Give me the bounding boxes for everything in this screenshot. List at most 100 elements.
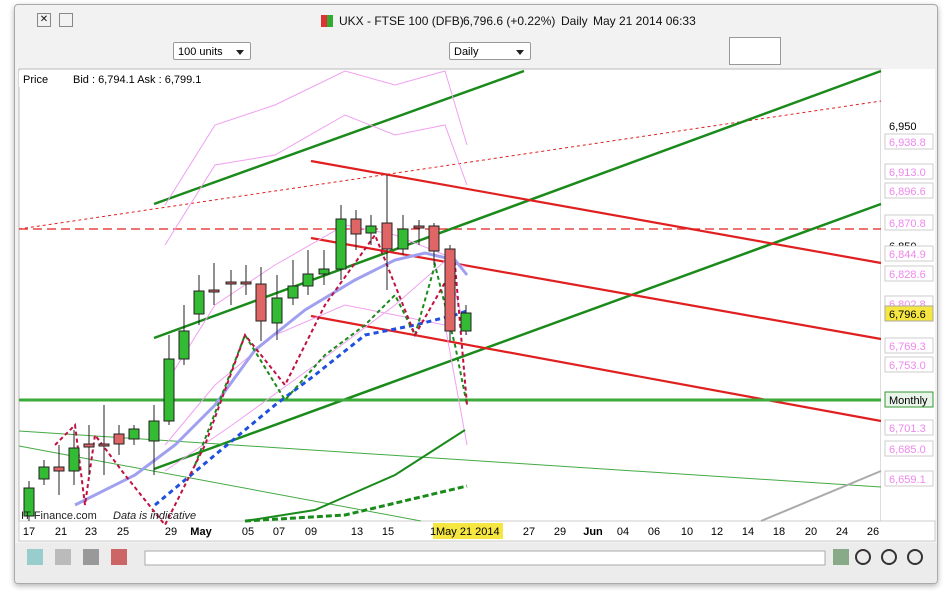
price-tag-label: 6,685.0	[889, 444, 926, 456]
candle-body	[113, 433, 125, 445]
tool-icon[interactable]	[833, 549, 849, 565]
price-label: Price	[23, 74, 48, 86]
price-tag	[884, 163, 934, 180]
indicator	[54, 232, 468, 527]
maximize-button[interactable]	[59, 13, 73, 27]
candle-body	[413, 225, 425, 229]
tool-icon[interactable]	[111, 549, 127, 565]
price-tag-label: Monthly	[889, 395, 928, 407]
x-label: May	[190, 526, 212, 538]
candle-body	[23, 487, 35, 517]
channel-line	[153, 69, 882, 340]
candle-body	[225, 281, 237, 285]
x-label: 17	[23, 526, 35, 538]
price-tag	[884, 182, 934, 199]
close-button[interactable]: ✕	[37, 13, 51, 27]
indicator	[244, 429, 466, 522]
candles	[23, 175, 472, 521]
x-label: 20	[805, 526, 817, 538]
scrollbar[interactable]	[144, 550, 826, 566]
candle-body	[193, 290, 205, 315]
x-label: 29	[165, 526, 177, 538]
x-label: 27	[523, 526, 535, 538]
price-tag-label: 6,950	[889, 121, 917, 133]
candle-body	[428, 225, 440, 252]
x-label: 04	[617, 526, 629, 538]
tool-icon[interactable]	[55, 549, 71, 565]
x-label: 09	[305, 526, 317, 538]
price-tag	[884, 133, 934, 150]
dotted-trend	[18, 100, 882, 230]
zoom-fit[interactable]	[855, 549, 871, 565]
cursor-date-box	[433, 523, 503, 539]
band	[164, 70, 468, 206]
candle-body	[240, 281, 252, 285]
price-tag	[884, 245, 934, 262]
price-tag-label: 6,828.6	[889, 269, 926, 281]
candle-body	[98, 443, 110, 447]
price: 6,796.6 (+0.22%)	[463, 14, 556, 28]
price-tag	[884, 391, 934, 408]
candle-body	[381, 222, 393, 250]
red-channel	[310, 159, 882, 265]
x-label: 10	[681, 526, 693, 538]
candle-body	[365, 225, 377, 234]
price-tag	[884, 305, 934, 322]
instrument: UKX - FTSE 100 (DFB)	[339, 14, 464, 28]
candle-body	[302, 273, 314, 287]
moving-average	[74, 251, 469, 507]
window: ✕ UKX - FTSE 100 (DFB) 6,796.6 (+0.22%) …	[14, 4, 938, 584]
candle-body	[83, 443, 95, 448]
price-tag-label: 6,769.3	[889, 341, 926, 353]
x-label: 26	[867, 526, 879, 538]
price-tag-label: 6,870.8	[889, 218, 926, 230]
x-label: 18	[773, 526, 785, 538]
gray-trend	[760, 470, 882, 522]
watermark: IT-Finance.com	[21, 510, 97, 522]
zoom-out[interactable]	[881, 549, 897, 565]
tool-icon[interactable]	[83, 549, 99, 565]
tool-icon[interactable]	[27, 549, 43, 565]
x-label: 06	[648, 526, 660, 538]
candle-body	[178, 330, 190, 360]
candle-body	[335, 218, 347, 270]
thin-trend	[18, 445, 422, 522]
price-tag	[884, 337, 934, 354]
channel-line	[153, 69, 525, 206]
quantity-dropdown[interactable]: 100 units	[173, 42, 251, 60]
price-tag-label: 6,913.0	[889, 167, 926, 179]
candle-body	[318, 268, 330, 275]
drawings	[18, 69, 882, 527]
channel-line	[153, 202, 882, 471]
x-label: 05	[242, 526, 254, 538]
chart-icon	[321, 15, 333, 27]
x-label: 1	[430, 526, 436, 538]
candle-body	[350, 218, 362, 235]
x-label: 29	[554, 526, 566, 538]
thin-trend	[18, 430, 882, 488]
bid-ask: Bid : 6,794.1 Ask : 6,799.1	[73, 74, 201, 86]
zoom-in[interactable]	[907, 549, 923, 565]
label-box	[19, 71, 215, 87]
chart: Price Bid : 6,794.1 Ask : 6,799.1 IT-Fin…	[15, 68, 937, 583]
x-label: Jun	[583, 526, 603, 538]
price-tag-label: 6,938.8	[889, 137, 926, 149]
candle-body	[397, 228, 409, 250]
candle-body	[287, 285, 299, 299]
x-label: 12	[711, 526, 723, 538]
x-label: 21	[55, 526, 67, 538]
candle-body	[128, 428, 140, 440]
candle-body	[38, 466, 50, 480]
red-channel	[310, 236, 882, 341]
tool-icons	[27, 549, 923, 565]
period-dropdown[interactable]: Daily	[449, 42, 531, 60]
price-tag-label: 6,896.6	[889, 186, 926, 198]
indicator-button[interactable]	[729, 37, 781, 65]
candle-body	[255, 283, 267, 322]
candle-body	[148, 420, 160, 442]
candle-body	[460, 312, 472, 332]
red-channel	[310, 314, 882, 423]
x-label: 24	[836, 526, 848, 538]
x-label: 15	[382, 526, 394, 538]
